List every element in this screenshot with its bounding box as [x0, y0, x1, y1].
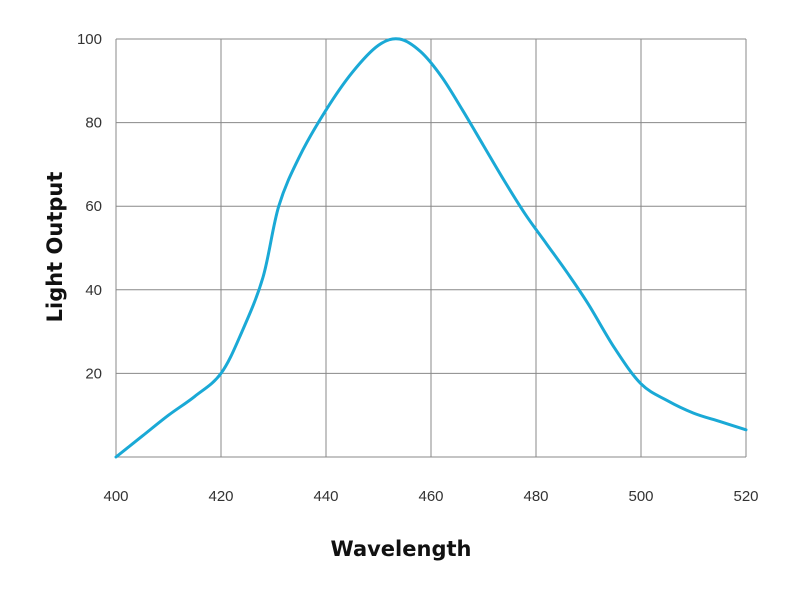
y-tick-label: 100	[77, 31, 102, 48]
x-tick-label: 400	[103, 488, 128, 505]
x-tick-label: 500	[628, 488, 653, 505]
series-layer	[114, 37, 748, 459]
y-tick-label: 40	[85, 282, 102, 299]
grid	[115, 38, 747, 458]
x-tick-label: 480	[523, 488, 548, 505]
x-tick-label: 520	[733, 488, 758, 505]
series-line-0	[114, 37, 748, 459]
x-tick-label: 420	[208, 488, 233, 505]
y-tick-label: 80	[85, 115, 102, 132]
y-axis-title: Light Output	[43, 172, 67, 323]
x-axis-title: Wavelength	[331, 537, 472, 561]
y-tick-label: 20	[85, 365, 102, 382]
x-tick-label: 440	[313, 488, 338, 505]
y-tick-label: 60	[85, 198, 102, 215]
x-tick-label: 460	[418, 488, 443, 505]
tick-labels: 400 420 440 460 480 500 520 20 40 60 80 100	[77, 31, 759, 505]
